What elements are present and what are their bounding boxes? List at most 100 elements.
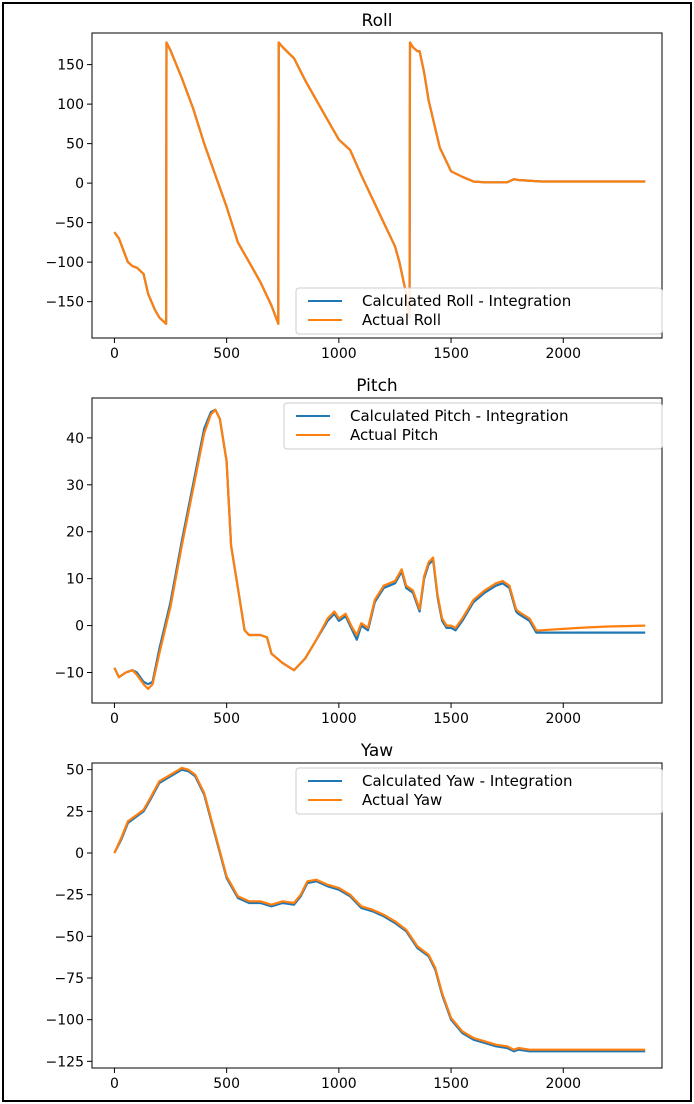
x-tick: 2000 [545,703,581,727]
legend-box [295,767,663,815]
x-tick-label: 1500 [433,711,469,727]
y-tick-label: −100 [46,255,84,271]
axes-frame [91,397,663,704]
y-tick: 20 [66,525,92,541]
y-tick-label: −50 [54,216,84,232]
y-tick: −50 [54,929,92,945]
x-tick-label: 1000 [321,346,357,362]
y-tick-label: 0 [75,846,84,862]
y-tick-label: 50 [66,137,84,153]
x-tick: 1500 [433,703,469,727]
x-tick: 1500 [433,338,469,362]
y-tick: 0 [75,846,92,862]
chart-title: Roll [362,11,393,31]
chart-title: Yaw [360,741,393,761]
y-tick-label: −50 [54,929,84,945]
series-line-0 [113,408,646,686]
y-tick-label: 20 [66,525,84,541]
y-tick: 50 [66,763,92,779]
y-tick-label: −125 [46,1054,84,1070]
y-tick-label: −150 [46,295,84,311]
x-tick: 0 [110,703,119,727]
x-tick: 2000 [545,1068,581,1092]
y-tick: −50 [54,216,92,232]
y-tick: 30 [66,478,92,494]
axes-frame [91,762,663,1069]
y-tick: −150 [46,295,92,311]
x-tick-label: 0 [110,1076,119,1092]
chart-title: Pitch [356,376,397,396]
y-tick-label: −100 [46,1013,84,1029]
y-tick: 25 [66,804,92,820]
x-tick-label: 0 [110,346,119,362]
series-line-1 [113,41,646,325]
y-tick-label: −10 [54,666,84,682]
y-tick-label: 0 [75,176,84,192]
x-tick: 500 [213,703,240,727]
subplot-roll: Roll 0 500 1000 1500 2000 −150 −100 −50 0 50 100 150… [46,11,663,362]
axes-frame [91,32,663,339]
y-tick-label: 150 [57,58,84,74]
x-tick-label: 1500 [433,1076,469,1092]
x-tick: 0 [110,1068,119,1092]
y-tick: 40 [66,431,92,447]
x-tick-label: 1500 [433,346,469,362]
series-line-1 [113,408,646,691]
x-tick-label: 0 [110,711,119,727]
x-tick-label: 500 [213,1076,240,1092]
x-tick: 1000 [321,1068,357,1092]
y-tick: −75 [54,971,92,987]
y-tick: −100 [46,1013,92,1029]
series-line-1 [113,766,646,1051]
series-line-0 [113,768,646,1053]
y-tick: 0 [75,176,92,192]
y-tick-label: −75 [54,971,84,987]
x-tick: 1000 [321,703,357,727]
y-tick: −10 [54,666,92,682]
y-tick-label: −25 [54,888,84,904]
y-tick: −125 [46,1054,92,1070]
y-tick: 10 [66,572,92,588]
y-tick: −100 [46,255,92,271]
legend-label: Calculated Roll - Integration [362,292,571,310]
subplot-yaw: Yaw 0 500 1000 1500 2000 −125 −100 −75 −50 −25 0 25 5… [46,741,663,1092]
x-tick: 500 [213,1068,240,1092]
y-tick: −25 [54,888,92,904]
x-tick: 1500 [433,1068,469,1092]
x-tick-label: 500 [213,346,240,362]
legend-label: Calculated Yaw - Integration [362,772,573,790]
y-tick: 50 [66,137,92,153]
y-tick-label: 50 [66,763,84,779]
x-tick-label: 1000 [321,1076,357,1092]
x-tick-label: 2000 [545,1076,581,1092]
legend-box [295,287,663,335]
legend-label: Actual Yaw [362,791,442,809]
y-tick: 100 [57,97,92,113]
legend-label: Calculated Pitch - Integration [350,407,568,425]
y-tick-label: 100 [57,97,84,113]
y-tick-label: 30 [66,478,84,494]
subplot-pitch: Pitch 0 500 1000 1500 2000 −10 0 10 20 30 40 Calcula… [54,376,663,727]
series-line-0 [113,41,646,325]
x-tick: 2000 [545,338,581,362]
y-tick-label: 10 [66,572,84,588]
x-tick: 500 [213,338,240,362]
x-tick-label: 1000 [321,711,357,727]
x-tick: 1000 [321,338,357,362]
y-tick-label: 40 [66,431,84,447]
y-tick-label: 0 [75,619,84,635]
x-tick-label: 2000 [545,711,581,727]
y-tick: 0 [75,619,92,635]
legend-label: Actual Pitch [350,426,438,444]
x-tick: 0 [110,338,119,362]
y-tick: 150 [57,58,92,74]
x-tick-label: 500 [213,711,240,727]
legend-label: Actual Roll [362,311,441,329]
x-tick-label: 2000 [545,346,581,362]
legend-box [283,402,663,450]
